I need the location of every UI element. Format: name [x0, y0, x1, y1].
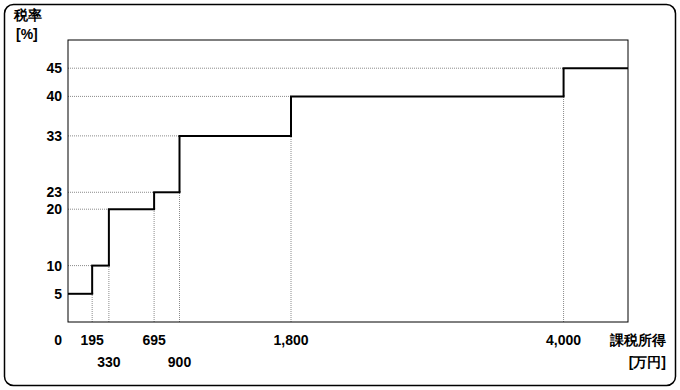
step-riser — [108, 209, 110, 265]
y-tick-label: 10 — [46, 258, 62, 274]
grid-line — [68, 209, 109, 210]
grid-line — [108, 266, 109, 322]
grid-line — [68, 192, 154, 193]
x-axis-label-line: 課税所得 — [609, 332, 666, 348]
grid-line — [563, 96, 564, 322]
grid-line — [154, 209, 155, 322]
x-axis-label-line: [万円] — [629, 354, 666, 370]
grid-line — [68, 265, 92, 266]
x-tick-label: 4,000 — [546, 332, 581, 348]
grid-line — [92, 294, 93, 322]
x-tick-label: 0 — [54, 332, 62, 348]
x-tick-label: 1,800 — [273, 332, 308, 348]
grid-line — [68, 135, 180, 136]
step-segment — [92, 265, 109, 267]
y-tick-label: 45 — [46, 60, 62, 76]
step-segment — [291, 95, 564, 97]
y-tick-label: 33 — [46, 128, 62, 144]
step-riser — [290, 96, 292, 135]
y-tick-label: 40 — [46, 88, 62, 104]
y-tick-label: 20 — [46, 201, 62, 217]
x-axis-label: 課税所得 [万円] — [609, 332, 666, 370]
grid-line — [179, 192, 180, 322]
step-riser — [563, 68, 565, 96]
x-tick-label: 900 — [168, 354, 192, 370]
step-riser — [153, 192, 155, 209]
step-segment — [109, 208, 154, 210]
x-tick-label: 695 — [142, 332, 166, 348]
y-axis-label-line: [%] — [16, 26, 38, 42]
x-tick-label: 195 — [80, 332, 104, 348]
chart: 5 10 2023 33 40 45 0 195 330 695900 1,800 4,000 税率 [%… — [0, 0, 680, 390]
grid-line — [68, 96, 291, 97]
outer-border — [5, 5, 676, 386]
y-tick-label: 23 — [46, 184, 62, 200]
step-segment — [154, 191, 179, 193]
step-riser — [179, 136, 181, 192]
y-axis-label: 税率 [%] — [13, 7, 42, 42]
plot-frame — [68, 40, 628, 322]
grid-line — [291, 136, 292, 322]
series — [68, 68, 628, 294]
grid-line — [68, 68, 564, 69]
y-axis-label-line: 税率 — [13, 7, 42, 23]
step-segment — [180, 135, 292, 137]
x-tick-label: 330 — [97, 354, 121, 370]
step-riser — [91, 266, 93, 294]
y-tick-label: 5 — [54, 286, 62, 302]
step-segment — [564, 67, 628, 69]
step-segment — [68, 293, 92, 295]
